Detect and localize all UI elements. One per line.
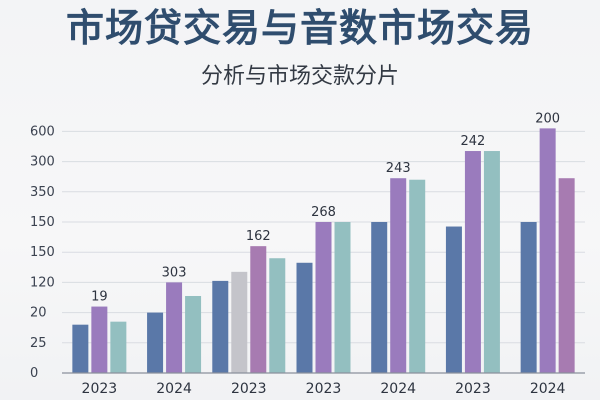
bar — [315, 222, 332, 373]
y-tick-label: 600 — [30, 124, 55, 139]
bar — [296, 262, 313, 373]
bar — [371, 222, 388, 373]
data-label: 242 — [461, 134, 486, 149]
bar — [269, 258, 286, 373]
bar — [212, 280, 229, 373]
bar — [334, 222, 351, 373]
bar — [445, 226, 462, 373]
bar — [483, 151, 500, 373]
y-tick-label: 300 — [30, 155, 55, 170]
y-tick-label: 120 — [30, 275, 55, 290]
y-tick-label: 150 — [30, 245, 55, 260]
data-label: 303 — [162, 265, 187, 280]
bar — [231, 271, 248, 373]
bar — [185, 295, 202, 373]
bar — [539, 128, 556, 373]
data-label: 243 — [386, 161, 411, 176]
bar — [250, 246, 267, 373]
data-label: 19 — [91, 290, 108, 305]
bar — [166, 282, 183, 373]
bar — [390, 178, 407, 373]
data-label: 268 — [311, 205, 336, 220]
x-tick-label: 2023 — [455, 381, 491, 397]
x-tick-label: 2023 — [306, 381, 342, 397]
y-axis-ticks: 0 25 20 120 150 150 350 300 600 — [30, 124, 55, 381]
y-tick-label: 150 — [30, 215, 55, 230]
bar — [147, 312, 164, 373]
data-label: 200 — [535, 111, 560, 126]
bar — [409, 179, 426, 373]
x-tick-label: 2024 — [380, 381, 416, 397]
x-tick-label: 2023 — [231, 381, 267, 397]
bar — [464, 151, 481, 373]
bar — [520, 222, 537, 373]
data-label: 162 — [246, 229, 271, 244]
bar — [110, 321, 127, 373]
x-tick-label: 2024 — [156, 381, 192, 397]
bar — [72, 324, 89, 373]
bar — [91, 306, 108, 373]
x-axis-ticks: 2023 2024 2023 2023 2024 2023 2024 — [82, 381, 566, 397]
y-tick-label: 0 — [30, 366, 38, 381]
data-labels: 19 303 162 268 243 242 200 — [91, 111, 560, 304]
bars — [72, 128, 575, 373]
x-tick-label: 2023 — [82, 381, 118, 397]
y-tick-label: 25 — [30, 336, 47, 351]
bar — [558, 178, 575, 373]
chart-title: 市场贷交易与音数市场交易 — [65, 6, 534, 50]
y-tick-label: 350 — [30, 185, 55, 200]
x-tick-label: 2024 — [530, 381, 566, 397]
y-tick-label: 20 — [30, 306, 47, 321]
chart-subtitle: 分析与市场交款分片 — [200, 64, 399, 89]
